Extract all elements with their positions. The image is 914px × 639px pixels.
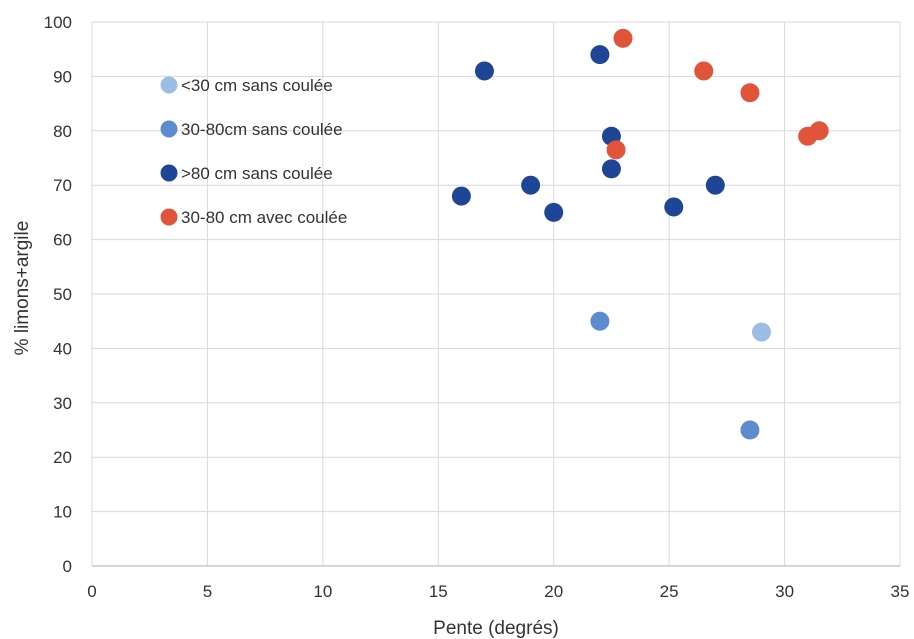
legend-item: <30 cm sans coulée (160, 76, 333, 95)
y-tick-label: 60 (53, 231, 72, 250)
y-tick-label: 30 (53, 394, 72, 413)
data-points (451, 28, 829, 440)
legend-item: >80 cm sans coulée (160, 164, 333, 183)
legend-item: 30-80cm sans coulée (160, 120, 343, 139)
x-tick-label: 25 (660, 582, 679, 601)
legend: <30 cm sans coulée 30-80cm sans coulée >80… (160, 76, 347, 227)
grid-lines (92, 21, 901, 566)
y-tick-label: 0 (63, 557, 72, 576)
axes (91, 22, 900, 567)
legend-item: 30-80 cm avec coulée (160, 208, 347, 227)
legend-label: 30-80cm sans coulée (181, 120, 343, 139)
x-tick-label: 5 (203, 582, 212, 601)
data-point (606, 140, 626, 160)
data-point (544, 202, 564, 222)
legend-label: 30-80 cm avec coulée (181, 208, 347, 227)
data-point (590, 45, 610, 65)
x-tick-label: 0 (87, 582, 96, 601)
y-tick-label: 20 (53, 448, 72, 467)
legend-marker (160, 76, 178, 94)
y-tick-label: 40 (53, 339, 72, 358)
y-tick-labels: 0 10 20 30 40 50 60 70 80 90 100 (44, 13, 72, 576)
y-tick-label: 70 (53, 176, 72, 195)
data-point (740, 420, 760, 440)
legend-marker (160, 208, 178, 226)
data-point (705, 175, 725, 195)
data-point (590, 311, 610, 331)
x-tick-label: 10 (313, 582, 332, 601)
x-tick-labels: 0 5 10 15 20 25 30 35 (87, 582, 909, 601)
data-point (601, 159, 621, 179)
y-tick-label: 50 (53, 285, 72, 304)
x-tick-label: 20 (544, 582, 563, 601)
data-point (474, 61, 494, 81)
legend-marker (160, 164, 178, 182)
legend-label: >80 cm sans coulée (181, 164, 333, 183)
data-point (751, 322, 771, 342)
x-tick-label: 15 (429, 582, 448, 601)
data-point (613, 28, 633, 48)
data-point (809, 121, 829, 141)
legend-label: <30 cm sans coulée (181, 76, 333, 95)
x-tick-label: 35 (891, 582, 910, 601)
y-axis-title: % limons+argile (12, 221, 33, 356)
y-tick-label: 90 (53, 67, 72, 86)
data-point (664, 197, 684, 217)
x-axis-title: Pente (degrés) (433, 618, 559, 639)
data-point (694, 61, 714, 81)
data-point (740, 83, 760, 103)
data-point (451, 186, 471, 206)
y-tick-label: 80 (53, 122, 72, 141)
y-tick-label: 100 (44, 13, 72, 32)
x-tick-label: 30 (775, 582, 794, 601)
data-point (521, 175, 541, 195)
y-tick-label: 10 (53, 503, 72, 522)
legend-marker (160, 120, 178, 138)
